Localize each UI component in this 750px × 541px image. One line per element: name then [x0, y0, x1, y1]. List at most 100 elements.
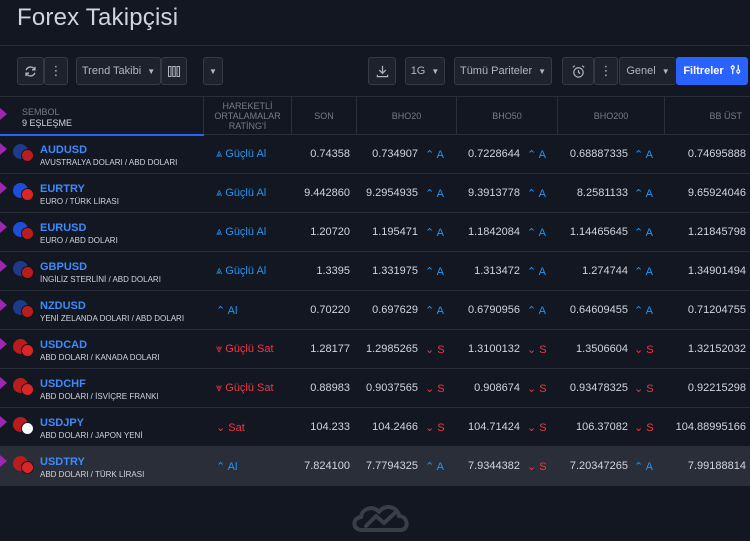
- ema20-signal: ⌃ A: [425, 149, 445, 161]
- ema50-value: 1.1842084: [468, 226, 520, 238]
- symbol-description: EURO / TÜRK LİRASI: [40, 197, 119, 206]
- ema50-value: 104.71424: [468, 421, 520, 433]
- ema50-value: 9.3913778: [468, 187, 520, 199]
- table-body: AUDUSD AVUSTRALYA DOLARI / ABD DOLARI ⩓ Gü…: [0, 135, 750, 486]
- ema20-signal: ⌃ A: [425, 461, 445, 473]
- chevron-down-icon: ▼: [661, 66, 670, 76]
- ema20-value: 0.9037565: [366, 382, 418, 394]
- table-row[interactable]: AUDUSD AVUSTRALYA DOLARI / ABD DOLARI ⩓ Gü…: [0, 135, 750, 174]
- column-header-symbol[interactable]: SEMBOL 9 EŞLEŞME: [0, 97, 204, 136]
- flag-marker-icon[interactable]: [0, 143, 7, 155]
- toolbar: ⋮ Trend Takibi ▼ ▼ 1G ▼ Tümü Pariteler ▼ ⋮ …: [0, 57, 750, 87]
- ema20-signal: ⌄ S: [425, 422, 445, 434]
- interval-select[interactable]: 1G ▼: [405, 57, 445, 85]
- ema20-value: 0.697629: [372, 304, 418, 316]
- interval-label: 1G: [410, 65, 426, 77]
- currency-flag-icon: [13, 300, 35, 318]
- ema20-value: 1.195471: [372, 226, 418, 238]
- ema50-signal: ⌄ S: [527, 461, 547, 473]
- general-select[interactable]: Genel ▼: [619, 57, 676, 85]
- last-price: 1.28177: [310, 343, 350, 355]
- quote-currency-flag-icon: [21, 305, 34, 318]
- symbol-link[interactable]: EURTRY: [40, 183, 85, 195]
- cloud-logo-icon: [352, 505, 409, 532]
- alarm-more-button[interactable]: ⋮: [594, 57, 618, 85]
- ema20-value: 7.7794325: [366, 460, 418, 472]
- ema50-signal: ⌃ A: [527, 227, 547, 239]
- symbol-link[interactable]: USDCAD: [40, 339, 88, 351]
- currency-flag-icon: [13, 456, 35, 474]
- trend-select[interactable]: Trend Takibi ▼: [76, 57, 161, 85]
- ema200-value: 0.68887335: [569, 148, 628, 160]
- table-row[interactable]: NZDUSD YENİ ZELANDA DOLARI / ABD DOLARI ⌃ …: [0, 291, 750, 330]
- ma-rating: ⩓ Güçlü Al: [216, 148, 267, 160]
- last-price: 0.70220: [310, 304, 350, 316]
- table-row[interactable]: USDJPY ABD DOLARI / JAPON YENİ ⌄ Sat 104.23…: [0, 408, 750, 447]
- symbol-link[interactable]: USDTRY: [40, 456, 85, 468]
- ema50-signal: ⌃ A: [527, 188, 547, 200]
- table-row[interactable]: GBPUSD İNGİLİZ STERLİNİ / ABD DOLARI ⩓ Güç…: [0, 252, 750, 291]
- page-title: Forex Takipçisi: [17, 4, 179, 31]
- more-button[interactable]: ⋮: [44, 57, 68, 85]
- symbol-link[interactable]: GBPUSD: [40, 261, 88, 273]
- quote-currency-flag-icon: [21, 227, 34, 240]
- ma-rating: ⌃ Al: [216, 461, 238, 473]
- flag-marker-icon: [0, 108, 7, 120]
- column-header-last[interactable]: SON: [292, 97, 357, 135]
- symbol-link[interactable]: EURUSD: [40, 222, 87, 234]
- ema20-signal: ⌄ S: [425, 344, 445, 356]
- column-header-ema20[interactable]: BHO20: [357, 97, 457, 135]
- alarm-button[interactable]: [562, 57, 594, 85]
- vertical-dots-icon: ⋮: [49, 63, 63, 78]
- flag-marker-icon[interactable]: [0, 455, 7, 467]
- symbol-link[interactable]: AUDUSD: [40, 144, 88, 156]
- column-header-rating[interactable]: HAREKETLİ ORTALAMALAR RATİNG'İ: [204, 97, 292, 135]
- filters-button[interactable]: Filtreler: [676, 57, 748, 85]
- table-row[interactable]: USDTRY ABD DOLARI / TÜRK LİRASI ⌃ Al 7.8241…: [0, 447, 750, 486]
- bb-upper-value: 0.92215298: [687, 382, 746, 394]
- ema50-value: 1.3100132: [468, 343, 520, 355]
- flag-marker-icon[interactable]: [0, 221, 7, 233]
- download-button[interactable]: [368, 57, 396, 85]
- currency-flag-icon: [13, 417, 35, 435]
- currency-flag-icon: [13, 378, 35, 396]
- ma-rating: ⩔ Güçlü Sat: [216, 343, 274, 355]
- flag-marker-icon[interactable]: [0, 416, 7, 428]
- column-header-ema50[interactable]: BHO50: [457, 97, 558, 135]
- ma-rating: ⩓ Güçlü Al: [216, 187, 267, 199]
- table-row[interactable]: USDCAD ABD DOLARI / KANADA DOLARI ⩔ Güçlü …: [0, 330, 750, 369]
- table-row[interactable]: EURUSD EURO / ABD DOLARI ⩓ Güçlü Al 1.20720…: [0, 213, 750, 252]
- ema50-signal: ⌃ A: [527, 149, 547, 161]
- flag-marker-icon[interactable]: [0, 182, 7, 194]
- bb-upper-value: 1.21845798: [687, 226, 746, 238]
- flag-marker-icon[interactable]: [0, 260, 7, 272]
- ema200-signal: ⌄ S: [634, 383, 654, 395]
- ema20-signal: ⌃ A: [425, 188, 445, 200]
- flag-marker-icon[interactable]: [0, 299, 7, 311]
- symbol-link[interactable]: NZDUSD: [40, 300, 86, 312]
- download-icon: [376, 65, 388, 77]
- pairs-select[interactable]: Tümü Pariteler ▼: [454, 57, 552, 85]
- symbol-description: ABD DOLARI / JAPON YENİ: [40, 431, 143, 440]
- currency-flag-icon: [13, 144, 35, 162]
- ema200-signal: ⌃ A: [634, 188, 654, 200]
- flag-marker-icon[interactable]: [0, 377, 7, 389]
- symbol-link[interactable]: USDCHF: [40, 378, 86, 390]
- column-header-bb-upper[interactable]: BB ÜST: [709, 111, 742, 121]
- flag-marker-icon[interactable]: [0, 338, 7, 350]
- ema200-value: 0.64609455: [569, 304, 628, 316]
- bb-upper-value: 1.32152032: [687, 343, 746, 355]
- table-row[interactable]: USDCHF ABD DOLARI / İSVİÇRE FRANKI ⩔ Güçlü…: [0, 369, 750, 408]
- match-count: 9 EŞLEŞME: [22, 118, 73, 128]
- ma-rating: ⩔ Güçlü Sat: [216, 382, 274, 394]
- table-row[interactable]: EURTRY EURO / TÜRK LİRASI ⩓ Güçlü Al 9.4428…: [0, 174, 750, 213]
- last-price: 104.233: [310, 421, 350, 433]
- refresh-button[interactable]: [17, 57, 44, 85]
- column-set-dropdown[interactable]: ▼: [203, 57, 223, 85]
- quote-currency-flag-icon: [21, 149, 34, 162]
- columns-button[interactable]: [161, 57, 187, 85]
- currency-flag-icon: [13, 222, 35, 240]
- column-header-ema200[interactable]: BHO200: [558, 97, 665, 135]
- symbol-link[interactable]: USDJPY: [40, 417, 85, 429]
- ema200-signal: ⌄ S: [634, 344, 654, 356]
